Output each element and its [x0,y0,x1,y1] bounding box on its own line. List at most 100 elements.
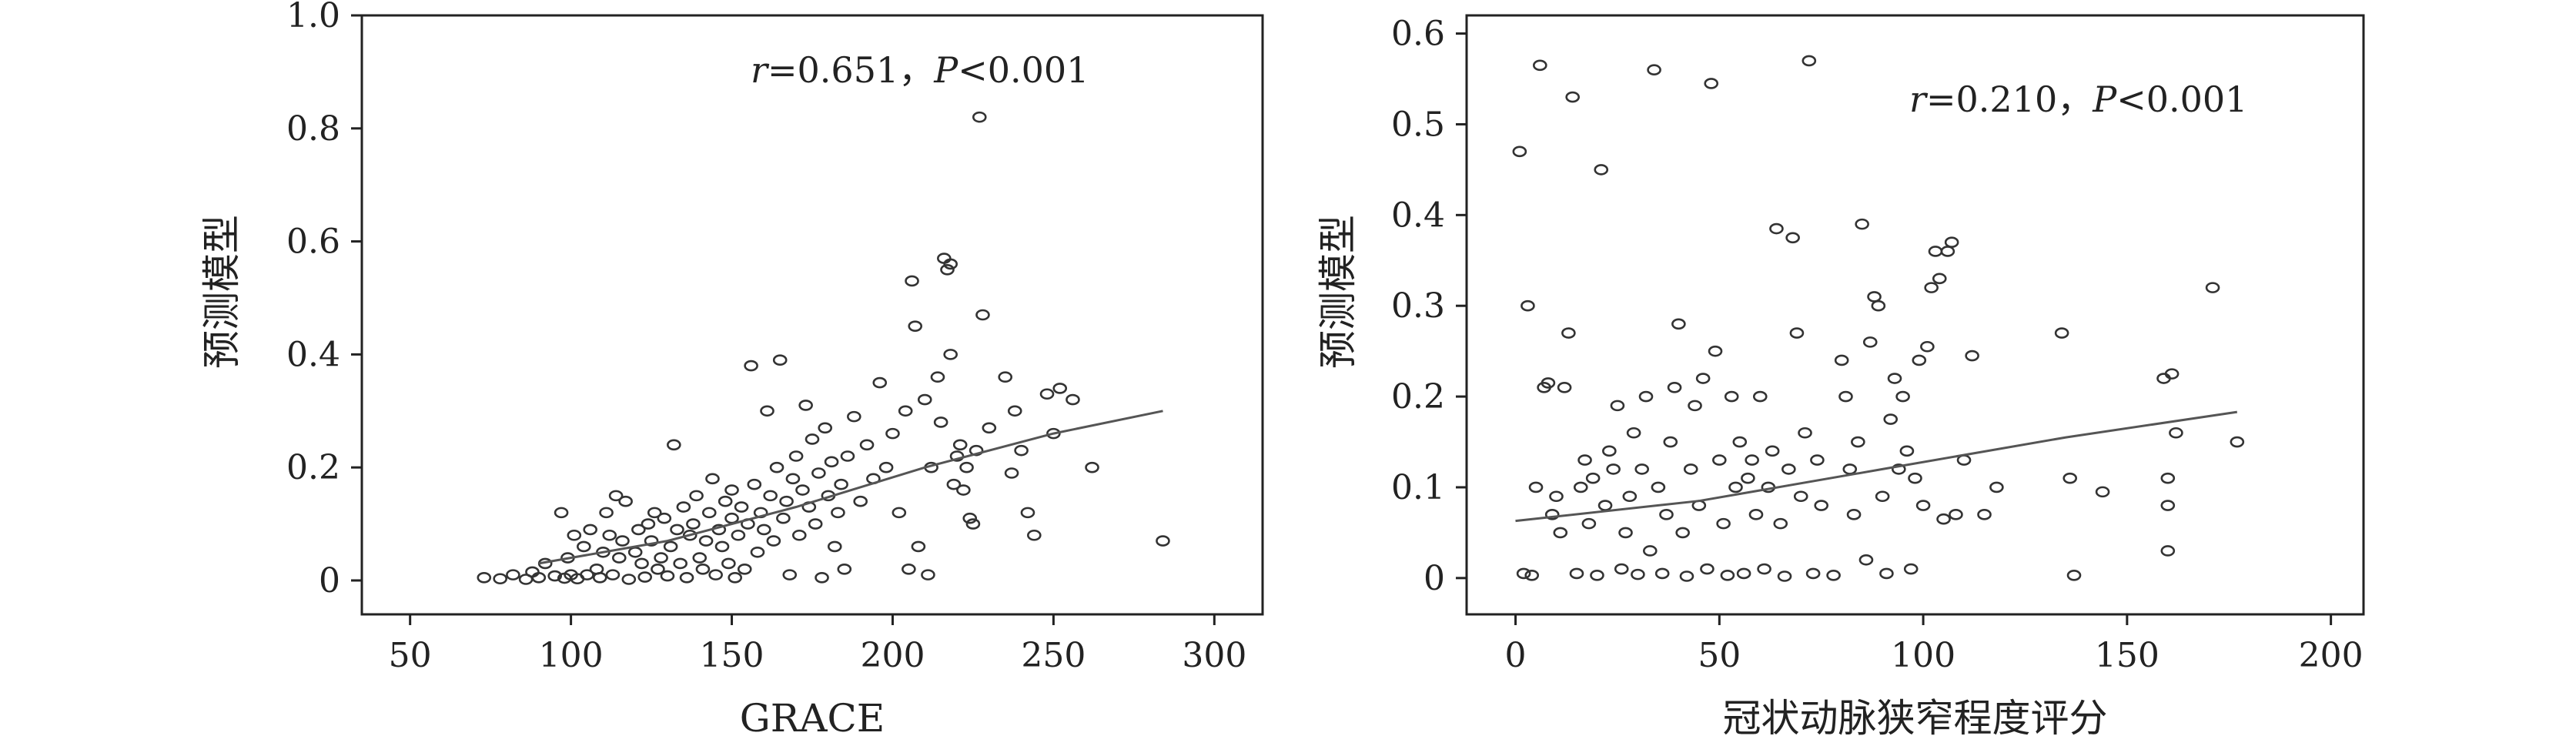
data-point [654,552,668,564]
data-point [1851,436,1865,448]
data-point [1626,427,1641,439]
data-point [1007,405,1022,417]
data-point [962,512,978,524]
data-point [1663,436,1678,448]
data-point [547,570,563,582]
data-point [1748,509,1764,520]
plot-frame [360,14,1264,616]
data-point [1903,563,1919,575]
data-point [1606,463,1621,475]
data-point [1720,570,1735,581]
y-tick-label: 0.3 [1391,286,1445,326]
data-point [2164,368,2180,380]
data-point [1679,570,1694,582]
x-tick-label: 150 [2095,636,2159,675]
data-point [776,512,791,524]
data-point [724,512,739,524]
x-tick-label: 150 [700,636,764,675]
data-point [818,422,833,434]
data-point [1631,568,1645,580]
trend-line [1515,410,2238,523]
data-point [1066,393,1080,406]
data-point [1928,246,1943,257]
x-tick-label: 200 [860,636,925,675]
data-point [815,571,829,584]
data-point [1156,535,1170,547]
data-point [731,529,746,541]
data-point [714,540,730,553]
data-point [1039,388,1055,400]
data-point [1920,340,1935,353]
data-point [1798,427,1812,439]
data-point [660,570,675,582]
data-point [1700,563,1715,575]
data-point [747,478,762,490]
data-point [631,524,646,536]
data-point [647,507,662,519]
y-tick-label: 0.8 [286,109,340,149]
data-point [1932,273,1947,285]
data-point [972,111,987,123]
data-point [1695,373,1711,384]
data-point [1541,377,1556,389]
data-point [1736,567,1751,580]
scatter-points [477,111,1170,585]
data-point [2062,472,2078,484]
data-point [1805,567,1821,580]
trend-line [538,410,1163,565]
y-tick-label: 0.4 [286,335,340,374]
data-point [641,518,656,530]
data-point [744,360,758,372]
data-point [1895,390,1910,403]
data-point [670,524,684,536]
data-point [1826,570,1841,581]
data-point [760,405,774,417]
data-point [956,484,971,496]
data-point [1512,146,1527,158]
data-point [705,473,720,485]
data-point [1634,463,1650,475]
data-point [1858,554,1874,566]
plot-frame [1465,14,2365,616]
data-point [1667,382,1682,393]
data-point [1773,517,1788,530]
data-point [1867,291,1882,303]
data-point [1838,390,1853,403]
x-tick-label: 50 [1698,636,1741,675]
data-point [824,456,839,468]
data-point [831,507,845,519]
data-point [1521,299,1535,312]
x-tick-label: 0 [1505,636,1527,675]
data-point [834,478,848,490]
data-point [718,495,733,507]
data-point [1516,567,1531,580]
data-point [959,461,974,473]
data-point [1610,400,1625,412]
data-point [644,535,659,547]
data-point [1855,218,1869,230]
data-point [1708,345,1723,357]
data-point [1004,467,1019,479]
data-point [1553,527,1568,539]
data-point [853,495,868,507]
data-point [1846,509,1862,520]
correlation-annotation: r=0.210，P<0.001 [1909,79,2247,120]
data-point [1936,513,1951,525]
y-tick-label: 0.2 [286,448,340,487]
data-point [998,371,1013,383]
data-point [940,263,955,276]
axis-ticks: 50 100 150 200 250 300 0 0.2 0.4 0.6 0.8 1.0 [286,0,1246,675]
data-point [1899,445,1915,457]
data-point [1908,472,1922,484]
data-point [859,439,875,451]
y-tick-label: 0 [1423,559,1445,598]
data-point [898,405,913,417]
data-point [885,427,900,440]
data-point [611,552,627,564]
y-tick-label: 0.5 [1391,105,1445,144]
data-point [1638,390,1654,403]
data-point [1528,481,1544,493]
y-axis-label: 预测模型 [199,215,244,369]
data-point [1802,55,1817,67]
data-point [798,400,813,411]
